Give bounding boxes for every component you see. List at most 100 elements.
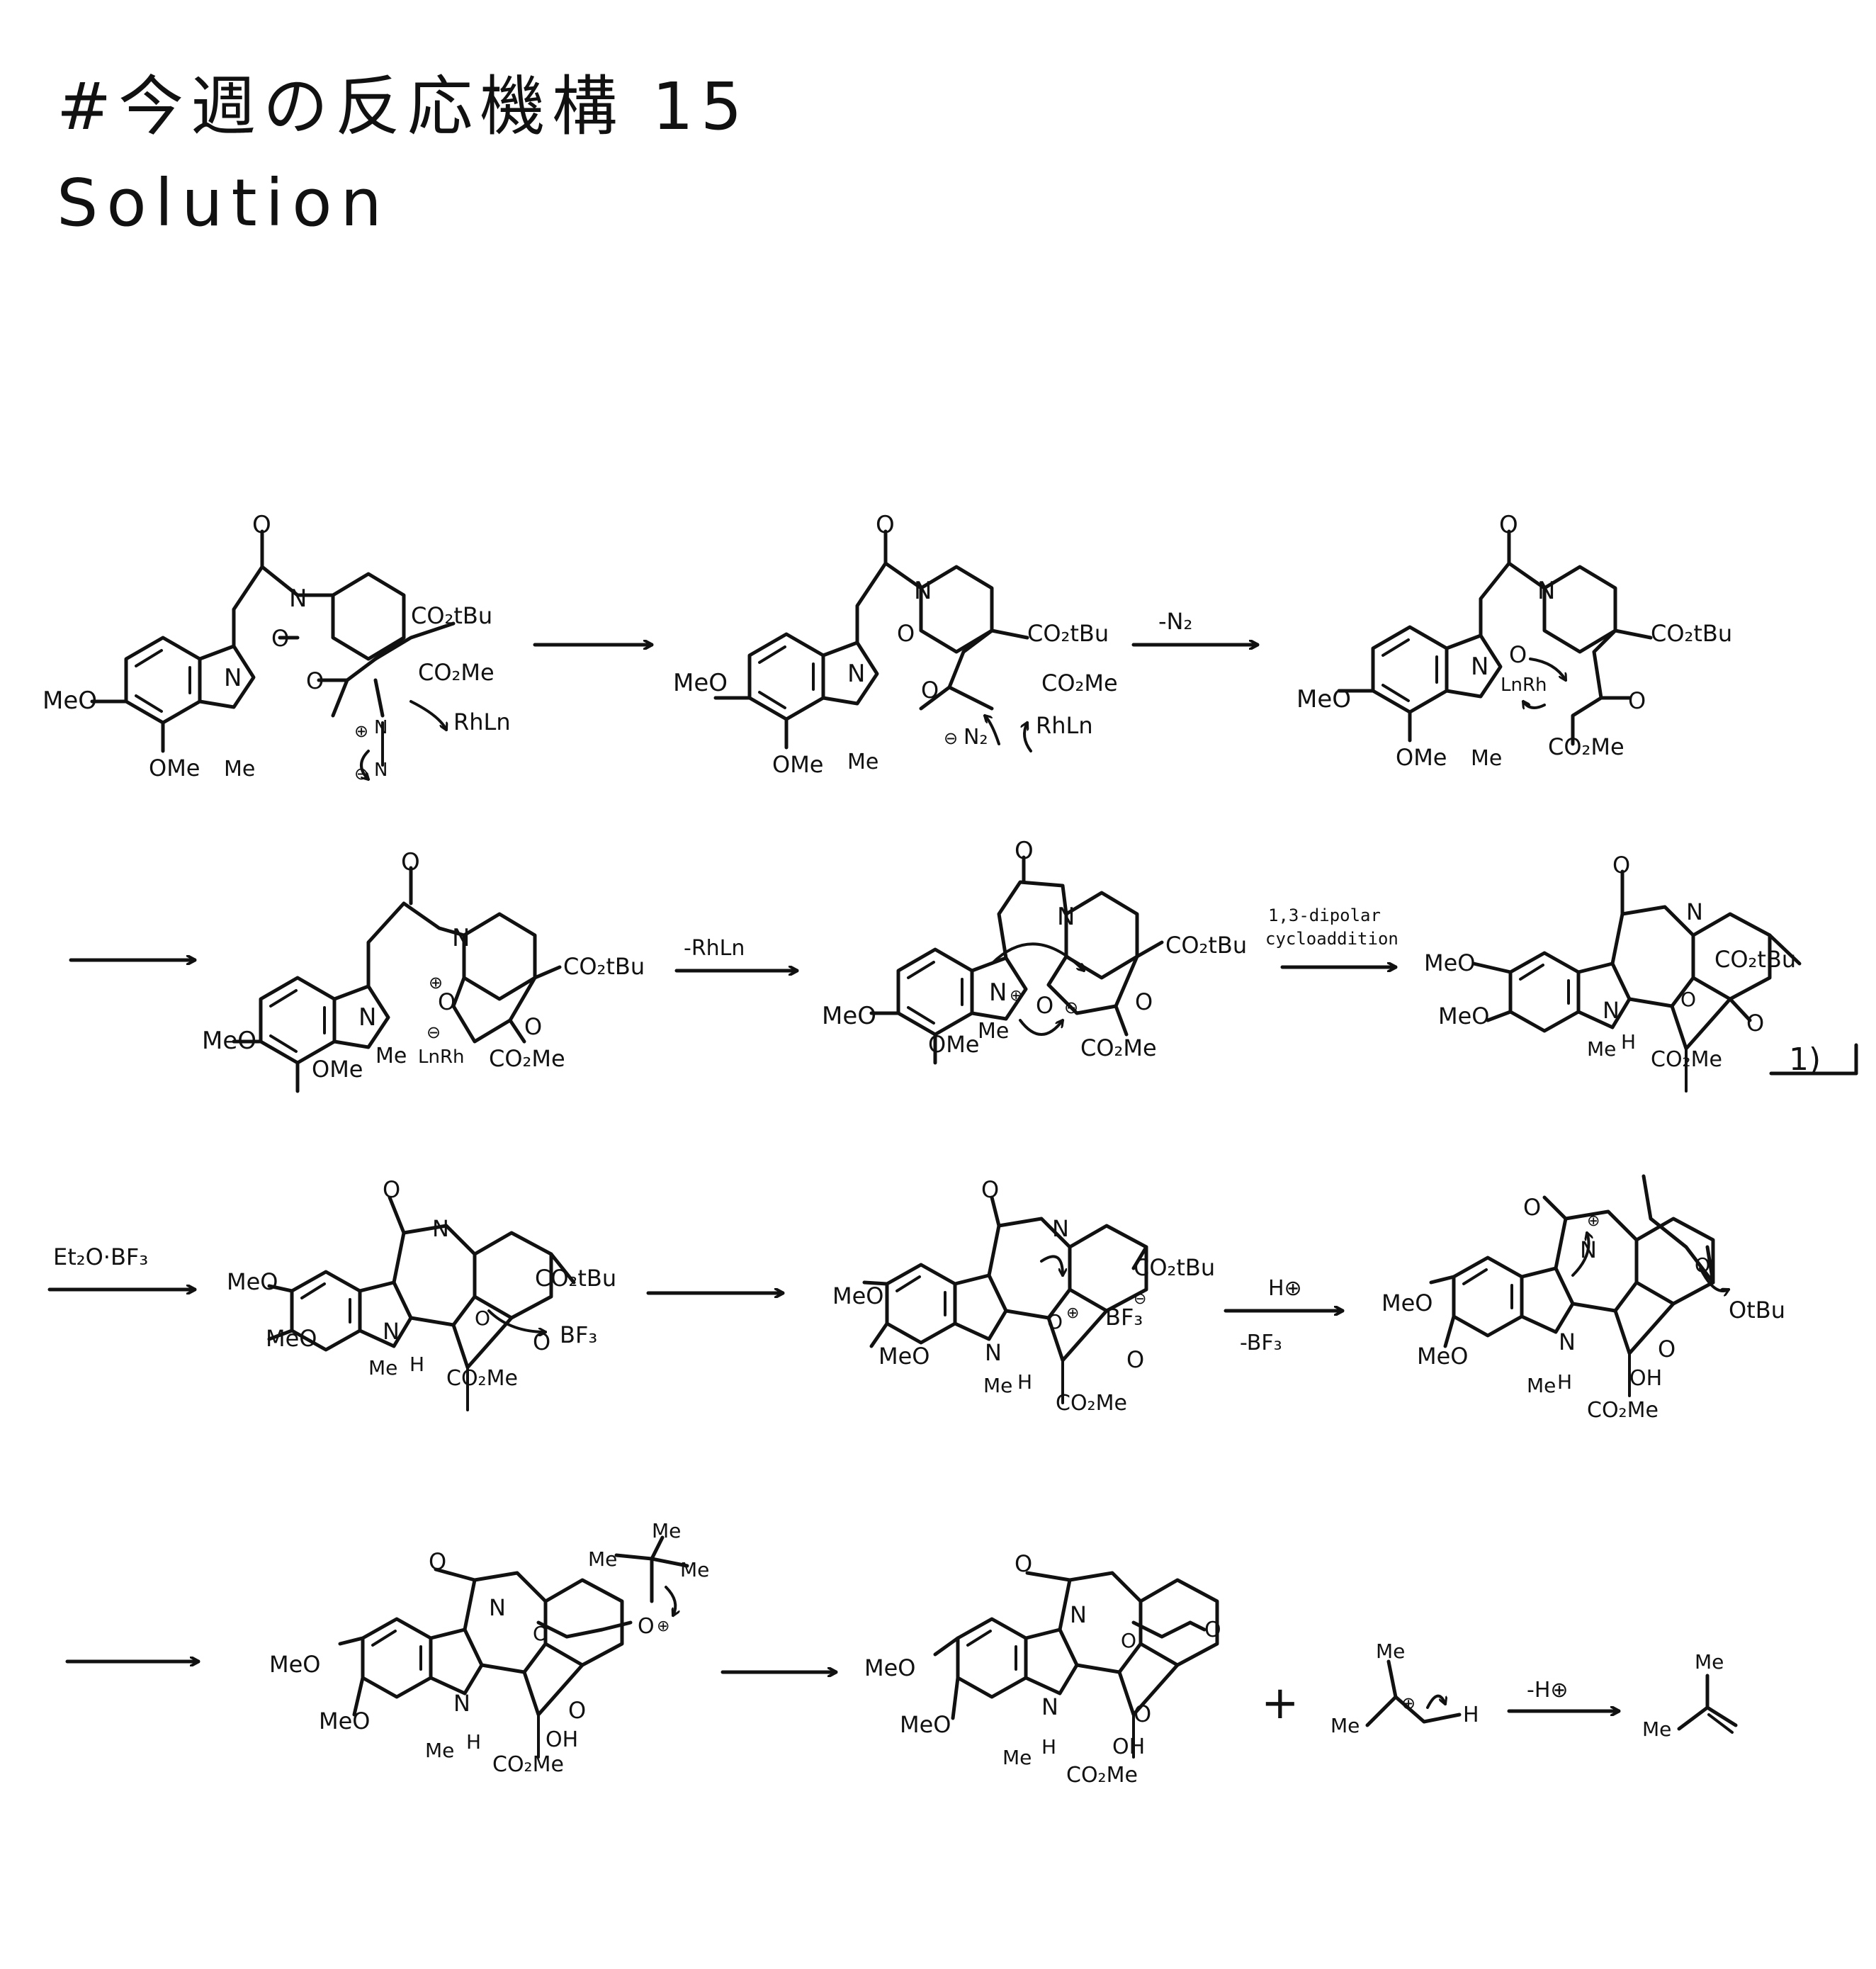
s9-label-n-lactam: N (1580, 1236, 1597, 1263)
s4-label-co2tbu: CO₂tBu (563, 953, 645, 980)
s8-label-meo1: MeO (832, 1282, 883, 1309)
s6-label-me: Me (1587, 1037, 1616, 1061)
s11-label-h: H (1041, 1735, 1056, 1759)
s12-label-me-top: Me (1376, 1640, 1405, 1663)
structure-6-cycloadduct (1471, 869, 1858, 1091)
s8-label-plus: ⊕ (1066, 1304, 1079, 1322)
s3-label-o-lactam: O (1509, 641, 1527, 668)
s2-label-n: N (847, 660, 865, 688)
cond-dipolar-2: cycloaddition (1265, 929, 1398, 949)
s8-label-bf3: BF₃ (1105, 1304, 1143, 1331)
s10-label-n-lactam: N (489, 1594, 506, 1621)
structure-5-carbonyl-ylide (869, 855, 1164, 1065)
s9-label-h: H (1557, 1370, 1572, 1394)
s5-label-co2me: CO₂Me (1080, 1034, 1157, 1061)
s9-label-meo2: MeO (1417, 1343, 1468, 1370)
s4-label-n-imide: N (452, 924, 470, 952)
s2-label-co2me: CO₂Me (1041, 670, 1118, 696)
s1-label-o-ketone: O (306, 667, 324, 694)
s9-label-meo1: MeO (1381, 1290, 1433, 1316)
s11-label-o-ketone: O (1134, 1700, 1151, 1727)
s3-label-n: N (1471, 653, 1488, 681)
s7-label-n-lactam: N (432, 1215, 449, 1242)
s6-label-n-lactam: N (1686, 898, 1703, 925)
s7-label-n-indoline: N (383, 1318, 400, 1345)
s9-label-co2me: CO₂Me (1587, 1398, 1659, 1423)
s6-label-n-indoline: N (1603, 997, 1620, 1024)
s1-label-me: Me (224, 757, 255, 782)
s10-label-me-1: Me (588, 1547, 617, 1571)
s2-label-o-ketone: O (921, 677, 939, 704)
s6-label-h: H (1621, 1030, 1636, 1054)
s11-label-o-lactam: O (1015, 1550, 1032, 1577)
s7-label-h: H (409, 1353, 424, 1376)
s10-label-me-3: Me (680, 1558, 709, 1581)
s7-label-co2tbu: CO₂tBu (535, 1265, 616, 1292)
s10-label-n-indoline: N (453, 1690, 470, 1717)
s2-label-minus: ⊖ (944, 728, 958, 748)
s5-label-o-ketone: O (1135, 988, 1153, 1015)
s6-label-co2me: CO₂Me (1651, 1047, 1722, 1072)
s12-label-plus: ⊕ (1401, 1693, 1416, 1713)
structure-1-diazo-imide (90, 529, 456, 779)
s8-label-me: Me (983, 1374, 1012, 1397)
s11-label-meo1: MeO (864, 1654, 915, 1681)
s12-label-h: H (1463, 1703, 1479, 1727)
s10-label-plus: ⊕ (657, 1618, 669, 1635)
s5-label-ome: OMe (928, 1031, 979, 1058)
structure-4-carbonyl-ylide-precursor (232, 866, 562, 1093)
cond-dipolar-1: 1,3-dipolar (1268, 905, 1381, 925)
s4-label-o-top: O (401, 848, 420, 876)
s10-label-meo1: MeO (269, 1651, 320, 1678)
s4-label-me: Me (375, 1044, 407, 1068)
s2-label-n-imide: N (914, 577, 932, 605)
s4-label-ome: OMe (312, 1056, 363, 1083)
s3-label-n-imide: N (1537, 577, 1555, 605)
s6-label-o-bridge: O (1680, 988, 1696, 1011)
s4-label-n: N (358, 1003, 376, 1032)
s8-label-o-lactam: O (981, 1176, 999, 1203)
structure-3-rh-carbenoid (1337, 529, 1653, 746)
s11-label-me: Me (1002, 1746, 1032, 1769)
s3-label-lnrh: LnRh (1501, 675, 1547, 696)
structure-13-isobutylene (1677, 1674, 1738, 1734)
s6-label-meo1: MeO (1424, 949, 1475, 976)
s2-label-rhln: RhLn (1036, 712, 1093, 739)
s7-label-meo1: MeO (227, 1268, 278, 1295)
s1-label-meo: MeO (43, 687, 97, 715)
s6-label-co2tbu: CO₂tBu (1714, 946, 1796, 973)
s9-label-o-ester: O (1695, 1253, 1710, 1277)
s7-label-o-bridge: O (475, 1307, 490, 1330)
s3-label-ome: OMe (1396, 744, 1447, 771)
s6-label-o-lactam: O (1612, 852, 1630, 879)
s12-label-me-left: Me (1330, 1714, 1360, 1737)
s1-label-ome: OMe (149, 755, 200, 782)
structure-2-diazo-resonance (713, 529, 1032, 752)
s9-label-o-ketone: O (1658, 1336, 1676, 1362)
s3-label-me: Me (1471, 746, 1502, 771)
s11-label-n-indoline: N (1041, 1693, 1058, 1720)
s13-label-me-left: Me (1642, 1717, 1671, 1741)
s9-label-otbu: OtBu (1729, 1297, 1785, 1324)
s11-label-oh: OH (1112, 1734, 1145, 1759)
s8-label-co2me: CO₂Me (1056, 1391, 1127, 1416)
s11-label-meo2: MeO (900, 1711, 951, 1738)
s11-label-co2me: CO₂Me (1066, 1763, 1138, 1788)
s8-label-minus: ⊖ (1134, 1290, 1146, 1308)
s8-label-o-bridge: O (1047, 1310, 1063, 1333)
cond-et2o-bf3: Et₂O·BF₃ (53, 1243, 148, 1270)
s6-label-o-ketone: O (1746, 1010, 1764, 1037)
s2-label-o-lactam: O (897, 620, 915, 647)
s3-label-o-ketone: O (1628, 687, 1646, 714)
s13-label-me-top: Me (1695, 1650, 1724, 1674)
step-marker-1: 1) (1789, 1042, 1821, 1078)
s9-label-o-lactam: O (1523, 1194, 1541, 1221)
structure-8-oxocarbenium (862, 1195, 1148, 1403)
cond-minus-n2: -N₂ (1158, 608, 1192, 635)
s9-label-plus: ⊕ (1587, 1212, 1600, 1230)
s6-label-meo2: MeO (1438, 1003, 1489, 1029)
s2-label-o-top: O (876, 511, 895, 539)
s1-label-n: N (224, 664, 242, 692)
s9-label-oh: OH (1629, 1366, 1662, 1391)
page-subtitle: Solution (57, 165, 390, 241)
